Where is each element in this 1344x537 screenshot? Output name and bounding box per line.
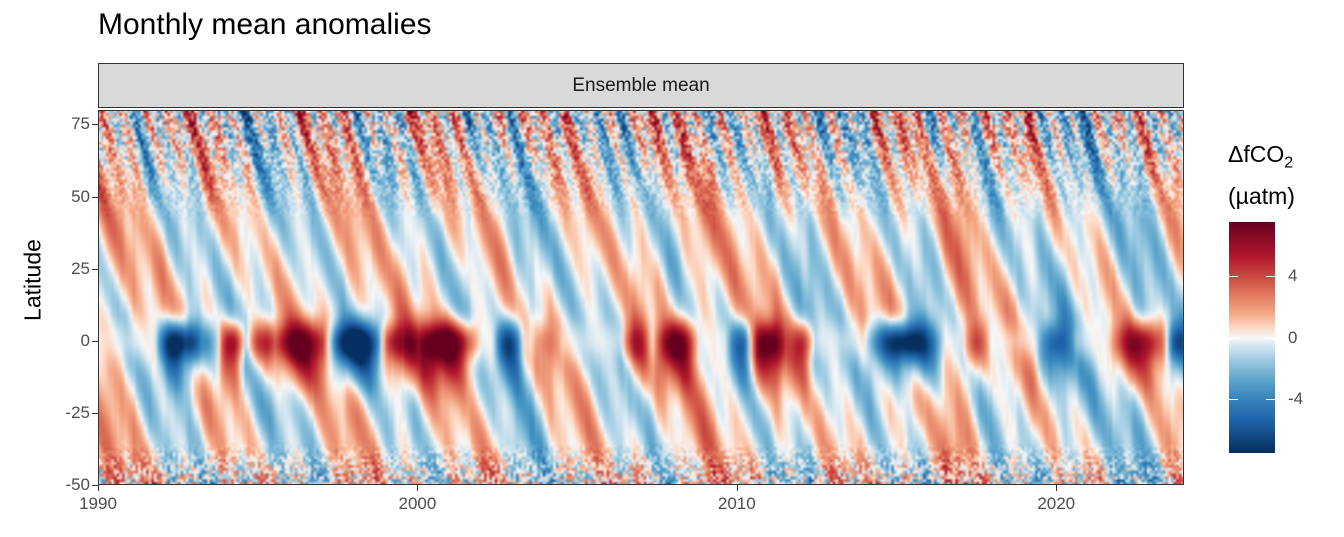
legend-tick-label: 4 [1288, 265, 1298, 285]
legend-tick-label: 0 [1288, 327, 1298, 347]
y-tick-label: 0 [80, 330, 90, 350]
y-axis-title: Latitude [19, 239, 46, 321]
chart-title: Monthly mean anomalies [98, 8, 432, 41]
y-tick-label: -50 [65, 475, 90, 494]
legend-tick-mark [1229, 399, 1238, 401]
x-tick-mark [736, 485, 738, 491]
y-tick-mark [92, 196, 98, 198]
facet-label: Ensemble mean [572, 74, 710, 96]
x-tick-label: 1990 [79, 494, 117, 513]
legend-tick-mark [1229, 275, 1238, 277]
plot-panel-border [98, 110, 1184, 485]
legend-tick-mark [1229, 337, 1238, 339]
x-tick-mark [417, 485, 419, 491]
y-tick-mark [92, 412, 98, 414]
legend-tick-mark [1266, 337, 1275, 339]
x-tick-label: 2010 [717, 494, 756, 513]
y-tick-mark [92, 268, 98, 270]
x-tick-mark [1056, 485, 1058, 491]
x-tick-label: 2000 [398, 494, 437, 513]
y-tick-mark [92, 485, 98, 486]
legend-title-subscript: 2 [1284, 154, 1294, 172]
y-tick-label: 25 [71, 258, 90, 278]
heatmap-canvas [98, 110, 1184, 485]
y-tick-mark [92, 340, 98, 342]
y-tick-label: 75 [71, 114, 90, 134]
x-tick-label: 2020 [1037, 494, 1076, 513]
x-tick-mark [98, 485, 99, 491]
legend-title: ΔfCO2 (µatm) [1228, 138, 1295, 213]
y-tick-label: 50 [71, 186, 90, 206]
y-tick-label: -25 [65, 402, 90, 422]
legend-tick-label: -4 [1288, 389, 1304, 409]
legend-tick-mark [1266, 275, 1275, 277]
facet-strip: Ensemble mean [98, 63, 1184, 108]
legend-title-line2: (µatm) [1228, 182, 1295, 209]
legend-tick-mark [1266, 399, 1275, 401]
legend-title-line1: ΔfCO [1228, 141, 1285, 167]
y-tick-mark [92, 124, 98, 126]
